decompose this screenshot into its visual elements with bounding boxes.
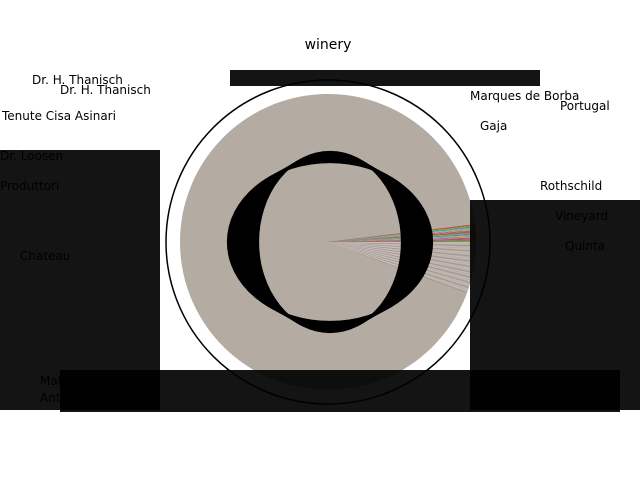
slice-label: Gaja — [480, 119, 507, 133]
overlap-rings — [226, 150, 434, 334]
slice-label: Dr. H. Thanisch — [60, 83, 151, 97]
label-clutter — [0, 150, 160, 410]
slice-label: Antinori — [40, 391, 87, 405]
label-clutter — [230, 70, 540, 86]
slice-label: Vineyard — [555, 209, 608, 223]
slice-label: Quinta — [565, 239, 605, 253]
slice-label: Portugal — [560, 99, 610, 113]
slice-label: Tenute Cisa Asinari — [1, 109, 116, 123]
chart-title: winery — [305, 37, 352, 53]
overlap-ring — [226, 160, 434, 324]
pie-slices — [165, 79, 491, 405]
slice-label: Dr. Loosen — [0, 149, 63, 163]
slice-label: Rothschild — [540, 179, 602, 193]
slice-label: Chateau — [20, 249, 70, 263]
slice-label: Marques de Borba — [470, 89, 579, 103]
slice-label: Produttori — [0, 179, 59, 193]
slice-label: Dr. H. Thanisch — [32, 73, 123, 87]
label-clutter — [60, 370, 620, 412]
slice-label: Mateus — [40, 374, 84, 388]
